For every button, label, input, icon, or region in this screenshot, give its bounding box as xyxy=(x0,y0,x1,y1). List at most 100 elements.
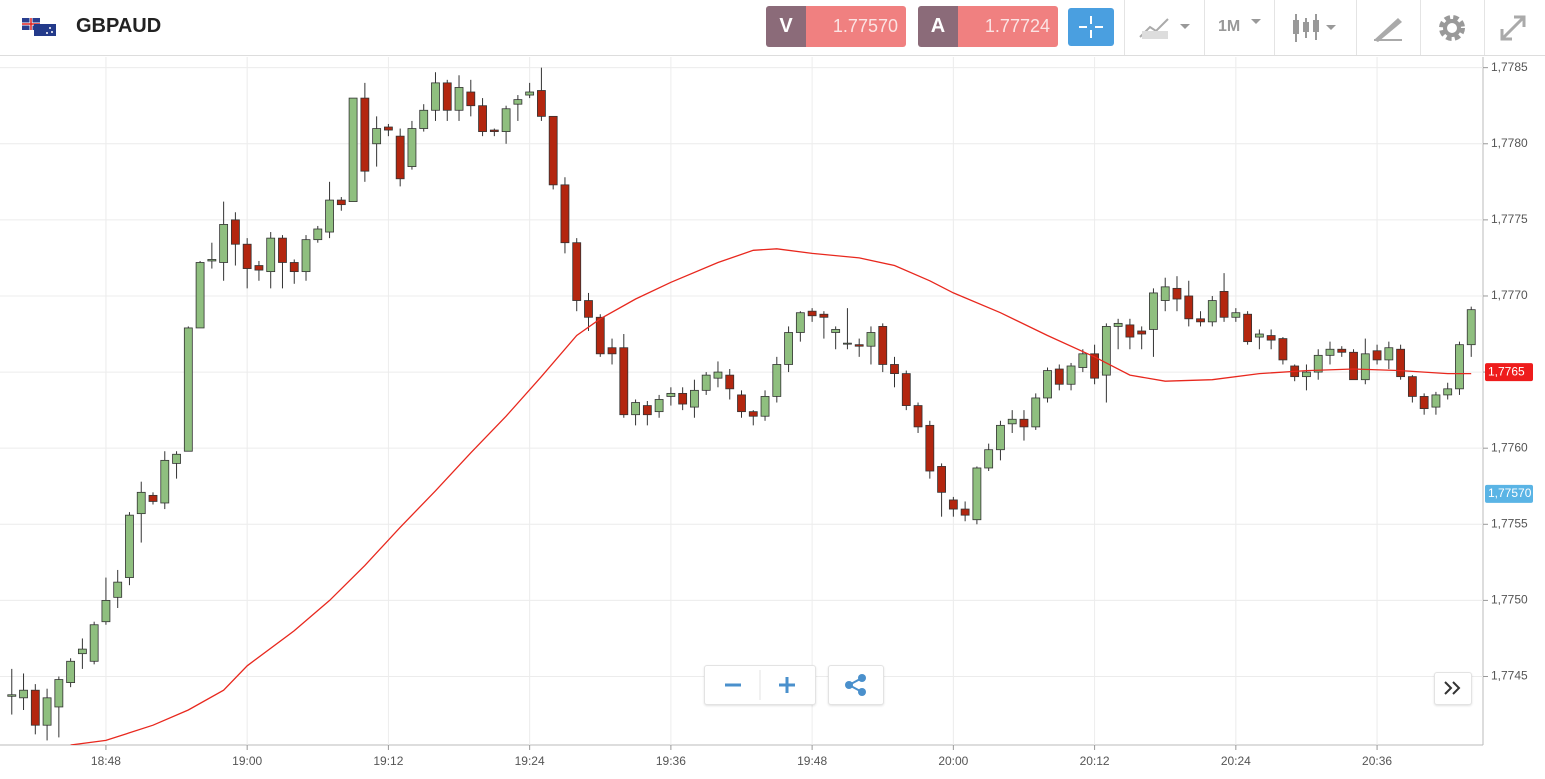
candle-body xyxy=(230,219,240,245)
candle-body xyxy=(1196,318,1205,323)
candle-body xyxy=(30,689,40,726)
candle-body xyxy=(195,262,205,329)
candle-body xyxy=(878,326,888,365)
buy-price: 1.77724 xyxy=(958,6,1058,47)
candle-body xyxy=(172,453,181,464)
candle-body xyxy=(278,237,287,263)
candle-body xyxy=(360,97,370,172)
candle-body xyxy=(1031,397,1041,428)
candle-body xyxy=(289,262,299,273)
separator xyxy=(1356,0,1357,55)
y-tick-label: 1,7760 xyxy=(1491,440,1528,454)
candle-body xyxy=(843,342,852,345)
candle-body xyxy=(607,347,617,355)
candle-body xyxy=(1137,330,1147,335)
candle-body xyxy=(584,300,593,318)
dropdown-arrow xyxy=(1251,19,1261,24)
separator xyxy=(1420,0,1421,55)
y-tick-label: 1,7750 xyxy=(1491,593,1528,607)
candle-body xyxy=(419,109,429,129)
chart-type-button[interactable] xyxy=(1138,15,1194,41)
y-tick-label: 1,7785 xyxy=(1491,60,1528,74)
x-tick-label: 19:12 xyxy=(373,754,403,768)
candle-body xyxy=(1455,344,1464,390)
y-tick-label: 1,7775 xyxy=(1491,212,1528,226)
candle-body xyxy=(795,312,805,333)
candle-body xyxy=(125,514,134,578)
x-tick-label: 20:36 xyxy=(1362,754,1392,768)
candle-body xyxy=(160,459,170,504)
candle-body xyxy=(725,374,735,390)
candle-body xyxy=(1113,322,1123,327)
candle-style-button[interactable] xyxy=(1290,12,1346,44)
y-tick-label: 1,7780 xyxy=(1491,136,1528,150)
candle-body xyxy=(642,405,652,416)
candle-body xyxy=(819,313,829,318)
candle-body xyxy=(513,99,523,105)
toolbar: GBPAUD V 1.77570 A 1.77724 1M xyxy=(0,0,1545,56)
candle-body xyxy=(713,371,723,379)
candle-body xyxy=(925,424,935,472)
fullscreen-button[interactable] xyxy=(1498,13,1528,43)
y-tick-label: 1,7770 xyxy=(1491,288,1528,302)
candle-body xyxy=(501,108,511,132)
candle-body xyxy=(1243,313,1253,343)
separator xyxy=(1274,0,1275,55)
candle-body xyxy=(890,364,899,375)
candle-body xyxy=(1043,370,1052,399)
candle-body xyxy=(996,424,1005,451)
candle-body xyxy=(395,135,405,180)
candle-body xyxy=(654,399,664,413)
x-tick-label: 19:24 xyxy=(515,754,545,768)
candle-body xyxy=(913,405,923,428)
candle-body xyxy=(631,402,640,416)
candle-body xyxy=(1266,335,1276,341)
candle-body xyxy=(136,491,146,515)
candle-body xyxy=(489,129,499,132)
crosshair-button[interactable] xyxy=(1068,8,1114,46)
candle-body xyxy=(183,327,193,452)
candle-body xyxy=(1172,287,1182,300)
candle-body xyxy=(772,364,782,397)
share-button[interactable] xyxy=(828,665,884,705)
candle-body xyxy=(690,389,699,408)
candle-body xyxy=(1078,353,1088,368)
candle-body xyxy=(784,332,793,365)
axes: 1,7745 1,7750 1,7755 1,7760 1,7765 1,7770 1,77… xyxy=(91,60,1533,768)
candle-body xyxy=(701,374,711,391)
candle-body xyxy=(478,105,487,132)
candle-body xyxy=(101,599,111,623)
buy-button[interactable]: A 1.77724 xyxy=(918,6,1058,47)
candle-body xyxy=(1313,354,1323,373)
candle-body xyxy=(937,466,946,493)
candle-body xyxy=(1160,286,1170,301)
settings-button[interactable] xyxy=(1436,12,1468,44)
scroll-end-button[interactable] xyxy=(1434,672,1472,705)
sell-button[interactable]: V 1.77570 xyxy=(766,6,906,47)
candle-body xyxy=(466,91,476,107)
price-label-box xyxy=(1485,363,1533,382)
candle-body xyxy=(1007,418,1017,425)
candle-body xyxy=(572,242,582,301)
x-tick-label: 19:00 xyxy=(232,754,262,768)
sell-letter: V xyxy=(766,6,806,47)
candle-body xyxy=(442,82,452,111)
sell-price: 1.77570 xyxy=(806,6,906,47)
candle-body xyxy=(1101,326,1111,376)
draw-button[interactable] xyxy=(1372,14,1404,42)
candle-body xyxy=(1090,353,1099,379)
candle-body xyxy=(42,697,52,726)
candle-body xyxy=(1443,388,1453,396)
candle-body xyxy=(1019,418,1029,428)
candle-body xyxy=(1419,396,1429,410)
candle-body xyxy=(301,239,311,273)
zoom-in[interactable] xyxy=(779,677,795,693)
candle-body xyxy=(1407,376,1417,397)
share-icon xyxy=(845,674,866,696)
candle-body xyxy=(1054,368,1064,385)
timeframe[interactable]: 1M xyxy=(1218,18,1241,35)
candle-body xyxy=(678,392,688,405)
candle-body xyxy=(1396,348,1406,378)
